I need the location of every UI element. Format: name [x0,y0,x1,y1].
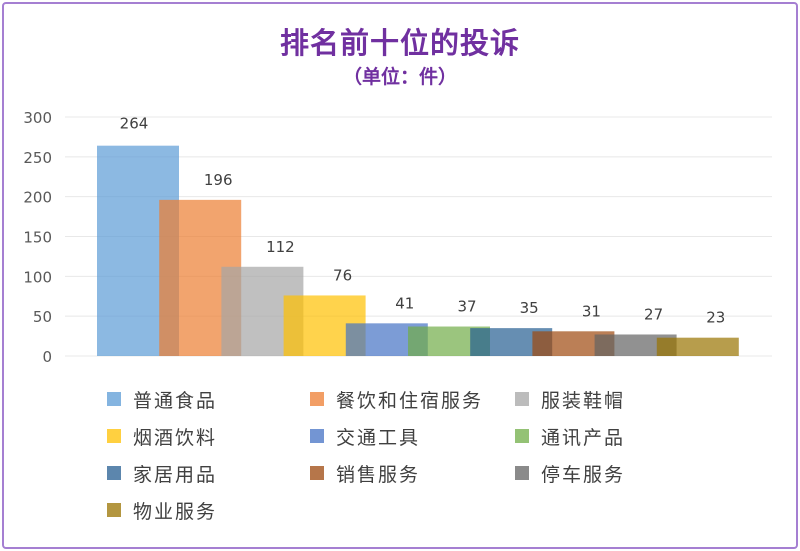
data-label: 264 [120,115,149,133]
y-tick-label: 200 [23,189,52,207]
legend-swatch [515,392,529,406]
y-tick-label: 150 [23,229,52,247]
legend-label: 餐饮和住宿服务 [336,389,484,412]
legend-item: 家居用品 [107,460,310,486]
legend-label: 销售服务 [336,463,421,486]
data-label: 31 [582,302,601,320]
y-tick-label: 250 [23,149,52,167]
legend-swatch [515,429,529,443]
legend-label: 家居用品 [133,463,218,486]
bar-10 [656,337,739,356]
legend-label: 交通工具 [336,426,421,449]
legend-swatch [107,466,121,480]
data-label: 196 [204,171,233,189]
legend-label: 物业服务 [133,500,218,523]
data-label: 35 [520,299,539,317]
legend-label: 停车服务 [541,463,626,486]
legend-swatch [107,392,121,406]
chart-title: 排名前十位的投诉 [279,26,520,60]
legend-swatch [310,392,324,406]
legend-item: 普通食品 [107,386,310,412]
data-label: 41 [395,294,414,312]
data-label: 112 [266,238,295,256]
legend-item: 餐饮和住宿服务 [310,386,515,412]
y-tick-label: 50 [33,308,52,326]
legend-label: 服装鞋帽 [541,389,626,412]
legend-item: 交通工具 [310,423,515,449]
legend: 普通食品 餐饮和住宿服务 服装鞋帽烟酒饮料 交通工具 通讯产品家居用品 销售服务 停车服务物… [107,386,707,523]
legend-item: 服装鞋帽 [515,386,715,412]
legend-swatch [107,503,121,517]
data-label: 23 [706,309,725,327]
y-tick-label: 0 [42,348,52,366]
legend-item: 停车服务 [515,460,715,486]
legend-swatch [107,429,121,443]
y-tick-label: 300 [23,109,52,127]
legend-label: 烟酒饮料 [133,426,218,449]
data-label: 76 [333,266,352,284]
bar-9 [594,334,677,356]
legend-item: 物业服务 [107,497,310,523]
legend-label: 通讯产品 [541,426,626,449]
chart-subtitle: （单位：件） [342,66,457,88]
data-label: 37 [457,298,476,316]
legend-item: 销售服务 [310,460,515,486]
legend-swatch [310,429,324,443]
data-label: 27 [644,305,663,323]
legend-item: 通讯产品 [515,423,715,449]
legend-swatch [515,466,529,480]
legend-swatch [310,466,324,480]
legend-label: 普通食品 [133,389,218,412]
y-tick-label: 100 [23,268,52,286]
legend-item: 烟酒饮料 [107,423,310,449]
